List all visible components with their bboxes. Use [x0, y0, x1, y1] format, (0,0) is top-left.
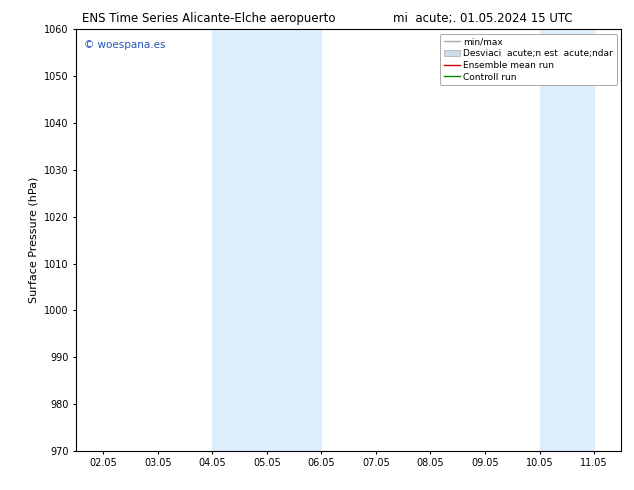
Text: mi  acute;. 01.05.2024 15 UTC: mi acute;. 01.05.2024 15 UTC — [393, 12, 573, 25]
Bar — [540, 29, 594, 451]
Bar — [212, 29, 321, 451]
Text: ENS Time Series Alicante-Elche aeropuerto: ENS Time Series Alicante-Elche aeropuert… — [82, 12, 336, 25]
Text: © woespana.es: © woespana.es — [84, 40, 165, 50]
Y-axis label: Surface Pressure (hPa): Surface Pressure (hPa) — [29, 177, 38, 303]
Legend: min/max, Desviaci  acute;n est  acute;ndar, Ensemble mean run, Controll run: min/max, Desviaci acute;n est acute;ndar… — [440, 34, 617, 85]
